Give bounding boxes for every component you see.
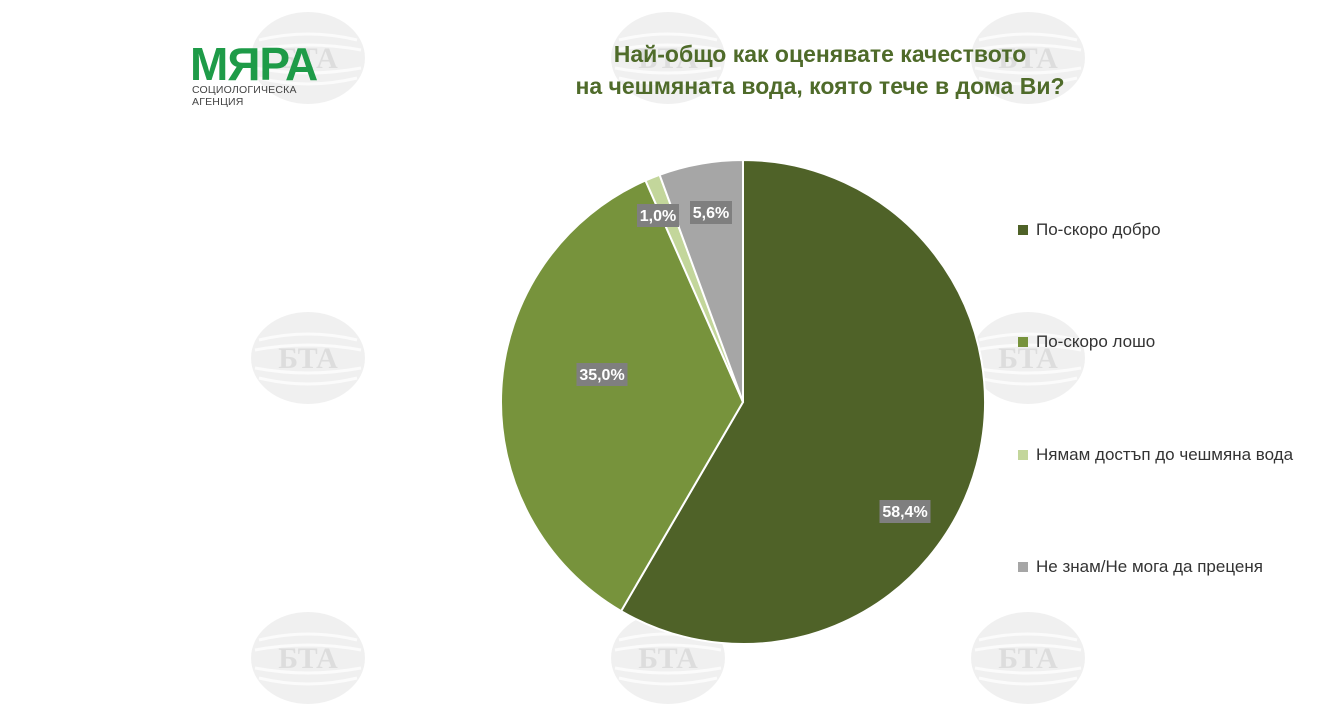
- data-label-text: 5,6%: [693, 205, 729, 222]
- legend-label: По-скоро лошо: [1036, 332, 1156, 351]
- data-label: 5,6%: [690, 201, 732, 224]
- data-label: 58,4%: [879, 500, 931, 523]
- legend-swatch: [1018, 225, 1028, 235]
- logo-subtitle: СОЦИОЛОГИЧЕСКА АГЕНЦИЯ: [192, 84, 297, 108]
- watermark-bta: БТА: [249, 10, 367, 106]
- data-label: 1,0%: [637, 204, 679, 227]
- svg-text:БТА: БТА: [278, 642, 338, 675]
- svg-text:БТА: БТА: [278, 42, 338, 75]
- legend-swatch: [1018, 562, 1028, 572]
- watermark-bta: БТА: [969, 310, 1087, 406]
- logo-wordmark: МЯРА: [190, 38, 318, 90]
- legend-label: Не знам/Не мога да преценя: [1036, 557, 1263, 576]
- legend-label: Нямам достъп до чешмяна вода: [1036, 445, 1294, 464]
- svg-text:БТА: БТА: [998, 42, 1058, 75]
- legend-item-no-access: Нямам достъп до чешмяна вода: [1018, 443, 1296, 467]
- chart-title-line-1: Най-общо как оценявате качеството: [613, 41, 1027, 67]
- watermark-bta: БТА: [249, 310, 367, 406]
- logo: МЯРА СОЦИОЛОГИЧЕСКА АГЕНЦИЯ: [190, 38, 350, 108]
- watermark-bta: БТА: [969, 610, 1087, 706]
- watermark-bta: БТА: [609, 10, 727, 106]
- svg-text:БТА: БТА: [638, 42, 698, 75]
- svg-text:БТА: БТА: [998, 642, 1058, 675]
- pie-slice: [500, 179, 745, 613]
- svg-text:БТА: БТА: [638, 642, 698, 675]
- chart-title-line-2: на чешмяната вода, която тече в дома Ви?: [575, 73, 1065, 99]
- svg-text:БТА: БТА: [998, 342, 1058, 375]
- legend-label: По-скоро добро: [1036, 220, 1161, 239]
- watermark-bta: БТА: [249, 610, 367, 706]
- data-label-text: 58,4%: [882, 504, 927, 521]
- data-label-text: 35,0%: [579, 367, 624, 384]
- legend-swatch: [1018, 450, 1028, 460]
- data-label-box: [576, 363, 628, 386]
- chart-title: Най-общо как оценявате качеството на чеш…: [520, 38, 1120, 102]
- data-label-box: [637, 204, 679, 227]
- watermark-bta: БТА: [969, 10, 1087, 106]
- legend-item-good: По-скоро добро: [1018, 218, 1296, 242]
- legend-item-dont-know: Не знам/Не мога да преценя: [1018, 555, 1296, 579]
- data-label-box: [879, 500, 931, 523]
- data-label-box: [690, 201, 732, 224]
- legend-item-bad: По-скоро лошо: [1018, 330, 1296, 354]
- legend-swatch: [1018, 337, 1028, 347]
- data-label: 35,0%: [576, 363, 628, 386]
- data-label-text: 1,0%: [640, 208, 676, 225]
- svg-text:БТА: БТА: [278, 342, 338, 375]
